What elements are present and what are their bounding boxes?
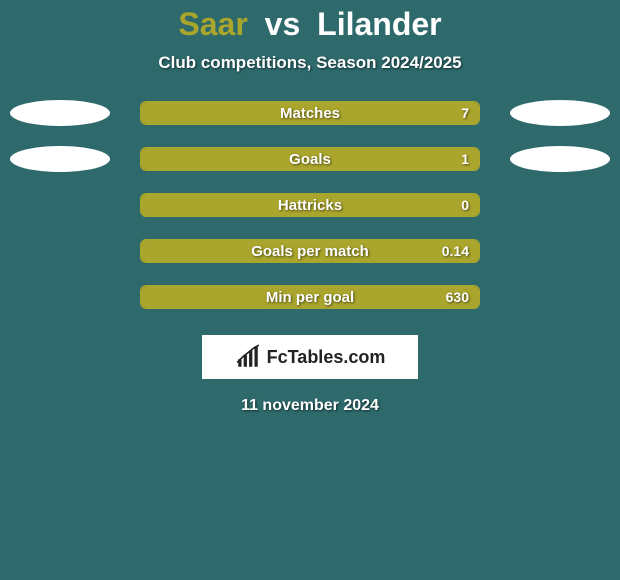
left-ellipse [10,100,110,126]
stat-value: 630 [446,289,469,305]
stat-bar: Matches7 [140,101,480,125]
comparison-card: Saar vs Lilander Club competitions, Seas… [0,0,620,580]
left-ellipse [10,146,110,172]
player2-name: Lilander [317,6,441,42]
brand-logo: FcTables.com [202,335,418,379]
right-ellipse [510,100,610,126]
stat-label: Goals [141,151,479,168]
stat-label: Hattricks [141,197,479,214]
barchart-icon [235,344,261,370]
stat-label: Goals per match [141,243,479,260]
stat-bar: Goals1 [140,147,480,171]
stat-row: Goals1 [0,147,620,171]
right-ellipse [510,146,610,172]
title: Saar vs Lilander [178,6,441,43]
stat-label: Matches [141,105,479,122]
stat-bar: Hattricks0 [140,193,480,217]
stat-bar: Goals per match0.14 [140,239,480,263]
subtitle: Club competitions, Season 2024/2025 [158,53,461,73]
player1-name: Saar [178,6,247,42]
stat-value: 1 [461,151,469,167]
vs-text: vs [265,6,301,42]
stat-rows: Matches7Goals1Hattricks0Goals per match0… [0,101,620,309]
stat-row: Min per goal630 [0,285,620,309]
stat-bar: Min per goal630 [140,285,480,309]
date-text: 11 november 2024 [241,397,379,415]
stat-row: Matches7 [0,101,620,125]
stat-row: Goals per match0.14 [0,239,620,263]
stat-value: 0.14 [442,243,469,259]
stat-value: 7 [461,105,469,121]
stat-row: Hattricks0 [0,193,620,217]
stat-label: Min per goal [141,289,479,306]
stat-value: 0 [461,197,469,213]
brand-text: FcTables.com [267,347,386,368]
